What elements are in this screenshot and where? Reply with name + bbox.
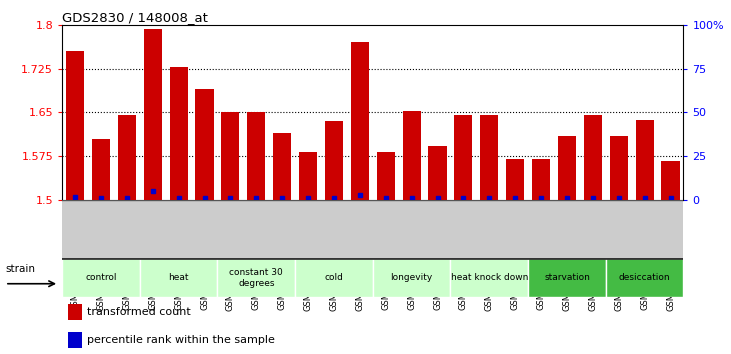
Bar xyxy=(62,258,140,297)
Text: GDS2830 / 148008_at: GDS2830 / 148008_at xyxy=(62,11,208,24)
Bar xyxy=(66,51,84,200)
Text: heat knock down: heat knock down xyxy=(450,273,528,282)
Bar xyxy=(428,146,447,200)
Bar xyxy=(403,111,421,200)
Text: transformed count: transformed count xyxy=(87,307,191,317)
Text: starvation: starvation xyxy=(544,273,590,282)
Bar xyxy=(295,258,373,297)
Text: control: control xyxy=(86,273,117,282)
Bar xyxy=(450,258,528,297)
Text: cold: cold xyxy=(325,273,344,282)
Bar xyxy=(218,258,295,297)
Bar xyxy=(221,113,240,200)
Bar xyxy=(635,120,654,200)
Bar xyxy=(351,42,369,200)
Bar xyxy=(69,332,82,348)
Bar xyxy=(118,115,136,200)
Text: longevity: longevity xyxy=(390,273,433,282)
Bar xyxy=(373,258,450,297)
Bar xyxy=(325,121,343,200)
Text: percentile rank within the sample: percentile rank within the sample xyxy=(87,335,275,346)
Bar xyxy=(195,89,213,200)
Bar xyxy=(558,136,576,200)
Bar xyxy=(273,133,291,200)
Bar xyxy=(610,136,628,200)
Bar xyxy=(144,29,162,200)
Bar xyxy=(247,113,265,200)
Bar xyxy=(455,115,472,200)
Bar xyxy=(92,139,110,200)
Bar xyxy=(299,152,317,200)
Bar xyxy=(480,115,499,200)
Text: desiccation: desiccation xyxy=(619,273,670,282)
Bar xyxy=(606,258,683,297)
Text: strain: strain xyxy=(5,264,35,274)
Bar xyxy=(376,152,395,200)
Bar xyxy=(69,304,82,320)
Text: constant 30
degrees: constant 30 degrees xyxy=(230,268,283,287)
Bar xyxy=(506,159,524,200)
Bar xyxy=(170,67,188,200)
Bar xyxy=(532,159,550,200)
Bar xyxy=(140,258,218,297)
Bar xyxy=(528,258,606,297)
Bar xyxy=(584,115,602,200)
Bar xyxy=(662,161,680,200)
Text: heat: heat xyxy=(168,273,189,282)
